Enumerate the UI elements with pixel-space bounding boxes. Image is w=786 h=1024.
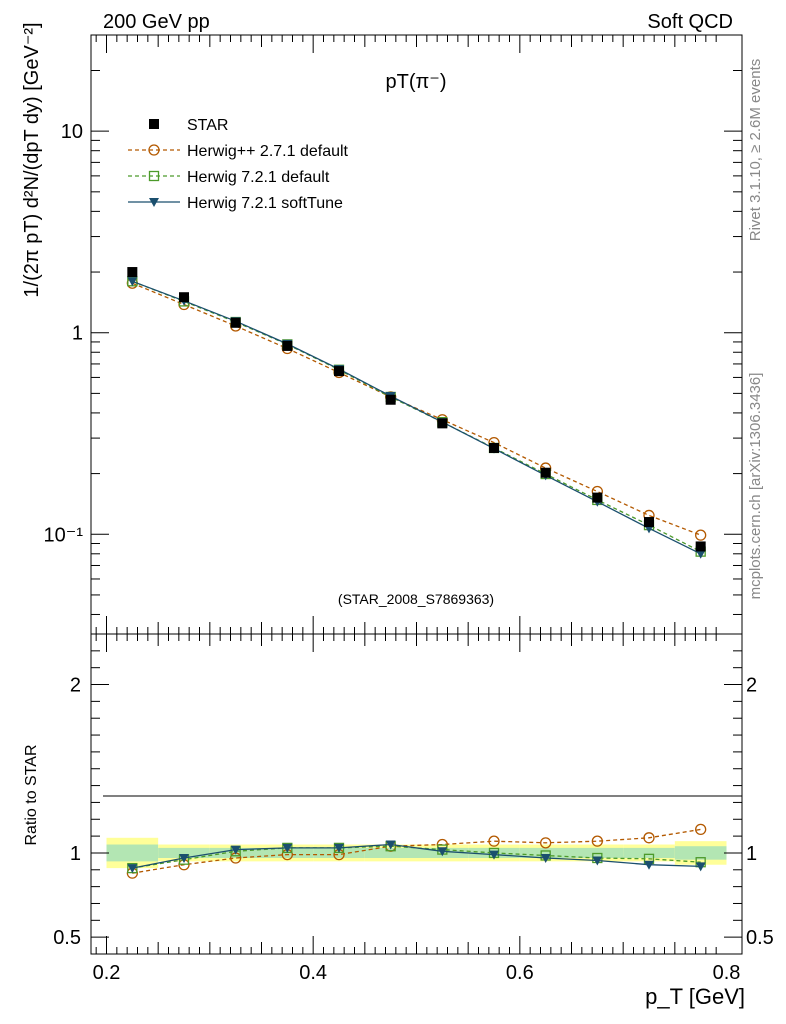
main-y-tick-label: 10 xyxy=(61,121,83,143)
legend-marker-herwig-7-2-1-default xyxy=(148,170,160,182)
ratio-herwig-2-7-1-default-point xyxy=(591,835,603,847)
main-herwig-7-2-1-softtune-point xyxy=(695,549,706,559)
legend: STAR Herwig++ 2.7.1 default Herwig 7.2.1 d… xyxy=(128,117,349,212)
rivet-version-text: Rivet 3.1.10, ≥ 2.6M events xyxy=(747,59,764,242)
plot-title: pT(π⁻) xyxy=(385,71,446,93)
legend-label-herwig-2-7-1-default: Herwig++ 2.7.1 default xyxy=(187,143,349,160)
x-tick-label: 0.4 xyxy=(299,962,327,984)
main-herwig-7-2-1-softtune-line xyxy=(132,280,701,555)
mcplots-source-text: mcplots.cern.ch [arXiv:1306.3436] xyxy=(747,373,764,600)
main-plot-ticks: 10⁻¹ 1 10 xyxy=(44,34,742,634)
ratio-herwig-2-7-1-default-point xyxy=(643,832,655,844)
main-herwig-2-7-1-default-point xyxy=(695,529,707,541)
ratio-herwig-7-2-1-softtune-point xyxy=(644,860,654,870)
ratio-herwig-7-2-1-softtune-point xyxy=(385,840,396,850)
main-star-point xyxy=(230,317,241,328)
ratio-plot: 0.5 0.5 1 1 2 2 0.2 0.4 0.6 0.8 Ratio to STAR p_T… xyxy=(23,633,774,1009)
ratio-band-green xyxy=(106,844,159,862)
legend-marker-star xyxy=(149,119,159,129)
main-star-point xyxy=(385,394,396,405)
ratio-herwig-7-2-1-softtune-point xyxy=(695,862,706,872)
ratio-y-tick-label: 0.5 xyxy=(53,927,81,949)
ratio-y-axis-label: Ratio to STAR xyxy=(23,744,40,845)
main-star-point xyxy=(282,340,293,351)
legend-label-herwig-7-2-1-softtune: Herwig 7.2.1 softTune xyxy=(187,195,343,212)
main-star-point xyxy=(540,467,551,478)
ratio-y-tick-label-right: 1 xyxy=(746,843,757,865)
main-y-tick-label: 10⁻¹ xyxy=(44,524,84,546)
ratio-herwig-7-2-1-softtune-point xyxy=(179,854,189,863)
ratio-herwig-2-7-1-default-point xyxy=(695,823,707,836)
ratio-herwig-2-7-1-default-point xyxy=(540,837,552,849)
ratio-band-green xyxy=(674,846,727,860)
ratio-band-green xyxy=(364,847,417,858)
main-star-point xyxy=(592,492,603,503)
legend-marker-herwig-2-7-1-default xyxy=(148,144,160,156)
ratio-herwig-7-2-1-softtune-point xyxy=(282,843,293,853)
main-plot: 10⁻¹ 1 10 pT(π⁻) (STAR_2008_S7869363) STAR… xyxy=(21,22,743,635)
legend-marker-herwig-7-2-1-softtune xyxy=(149,198,159,207)
main-plot-series xyxy=(126,267,707,559)
main-y-axis-label: 1/(2π pT) d²N/(dpT dy) [GeV⁻²] xyxy=(21,22,43,297)
ratio-band-green xyxy=(623,847,675,858)
main-star-point xyxy=(644,517,654,528)
x-tick-label: 0.2 xyxy=(93,962,121,984)
watermark: (STAR_2008_S7869363) xyxy=(338,591,494,607)
ratio-plot-series xyxy=(126,823,707,879)
ratio-plot-frame xyxy=(90,633,743,955)
main-herwig-7-2-1-softtune-point xyxy=(127,277,138,287)
header-left: 200 GeV pp xyxy=(103,11,210,33)
ratio-y-tick-label: 1 xyxy=(70,843,81,865)
ratio-herwig-7-2-1-softtune-point xyxy=(127,864,138,874)
ratio-herwig-7-2-1-softtune-point xyxy=(540,854,551,863)
ratio-band-green xyxy=(519,847,572,858)
main-star-point xyxy=(179,292,189,303)
ratio-y-tick-label-right: 2 xyxy=(746,675,757,697)
main-star-point xyxy=(695,541,706,552)
ratio-herwig-7-2-1-softtune-point xyxy=(437,847,448,857)
x-tick-label: 0.6 xyxy=(506,962,534,984)
ratio-herwig-2-7-1-default-point xyxy=(488,835,500,847)
legend-label-star: STAR xyxy=(187,117,228,134)
ratio-herwig-7-2-1-softtune-point xyxy=(592,856,603,866)
x-axis-label: p_T [GeV] xyxy=(645,984,745,1009)
ratio-y-tick-label-right: 0.5 xyxy=(746,927,774,949)
main-y-tick-label: 1 xyxy=(72,323,83,345)
ratio-plot-ticks: 0.5 0.5 1 1 2 2 0.2 0.4 0.6 0.8 xyxy=(53,634,774,984)
legend-label-herwig-7-2-1-default: Herwig 7.2.1 default xyxy=(187,169,330,186)
main-star-point xyxy=(334,366,344,377)
x-tick-label: 0.8 xyxy=(713,962,741,984)
ratio-herwig-7-2-1-softtune-point xyxy=(334,843,344,853)
ratio-herwig-7-2-1-softtune-point xyxy=(489,850,499,860)
main-star-point xyxy=(437,418,448,429)
main-herwig-7-2-1-default-line xyxy=(132,280,701,553)
ratio-herwig-7-2-1-softtune-line xyxy=(132,843,701,869)
ratio-herwig-7-2-1-softtune-point xyxy=(230,845,241,855)
ratio-y-tick-label: 2 xyxy=(70,675,81,697)
main-star-point xyxy=(127,267,138,278)
ratio-band-green xyxy=(158,847,210,858)
header-right: Soft QCD xyxy=(647,11,733,33)
main-herwig-2-7-1-default-line xyxy=(132,282,701,536)
main-star-point xyxy=(489,442,499,453)
